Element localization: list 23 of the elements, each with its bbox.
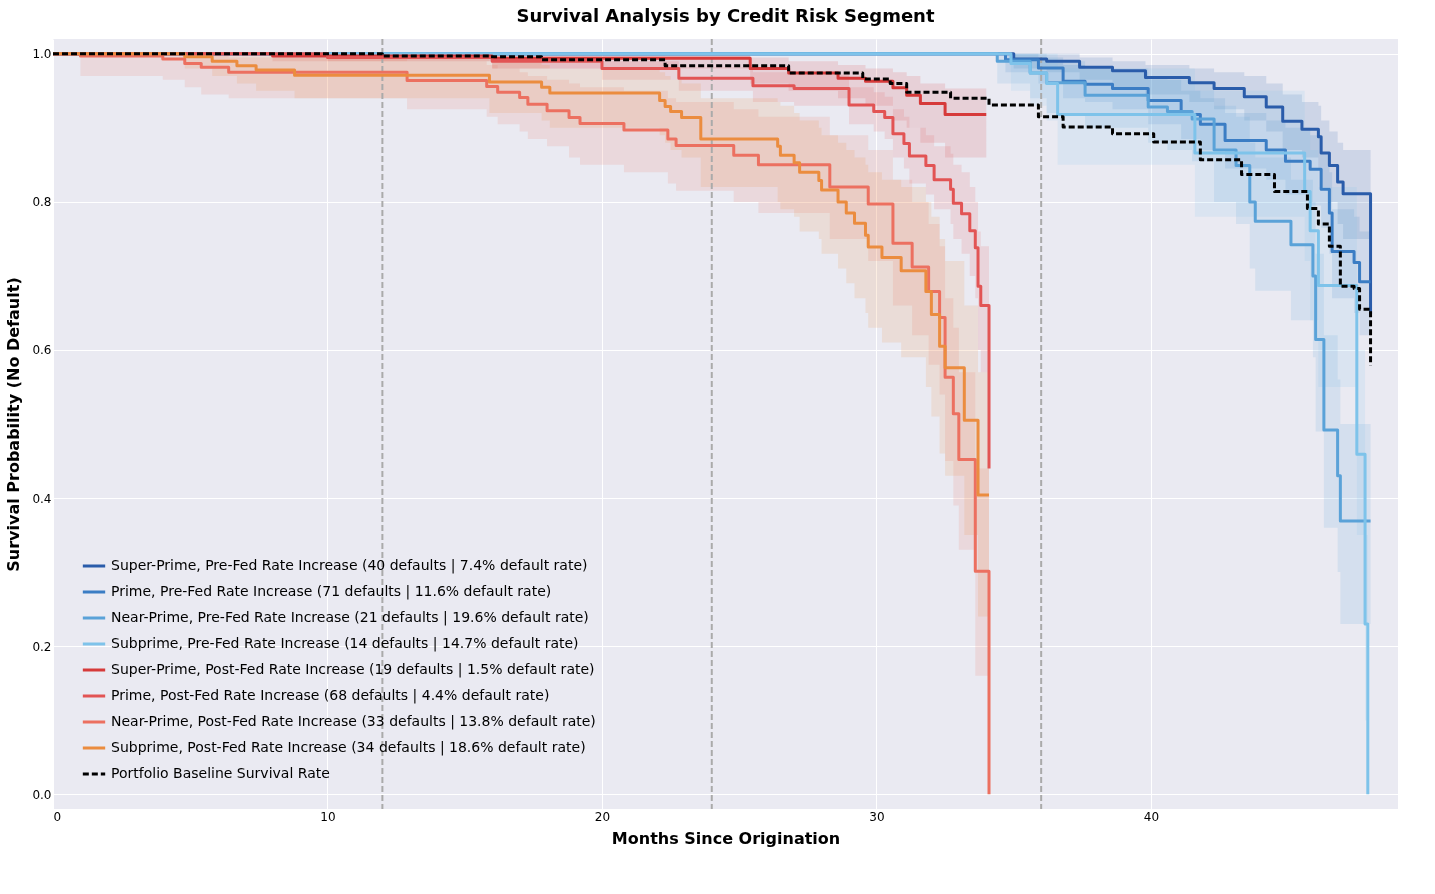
y-tick-label: 0.8 (32, 195, 52, 210)
x-tick-label: 40 (1143, 809, 1160, 824)
chart-title: Survival Analysis by Credit Risk Segment (516, 5, 935, 26)
x-tick-label: 10 (320, 809, 336, 824)
legend-label: Super-Prime, Post-Fed Rate Increase (19 defaults | 1.5% default rate) (111, 661, 595, 678)
legend-label: Subprime, Pre-Fed Rate Increase (14 defaults | 14.7% default rate) (111, 635, 579, 652)
legend-label: Near-Prime, Pre-Fed Rate Increase (21 defaults | 19.6% default rate) (111, 609, 589, 626)
legend-label: Near-Prime, Post-Fed Rate Increase (33 defaults | 13.8% default rate) (111, 713, 596, 730)
legend-label: Prime, Pre-Fed Rate Increase (71 defaults | 11.6% default rate) (111, 583, 552, 600)
legend-label: Portfolio Baseline Survival Rate (111, 765, 330, 781)
y-tick-label: 0.6 (32, 343, 52, 358)
y-tick-label: 0.0 (32, 787, 52, 802)
y-tick-label: 0.2 (32, 639, 52, 654)
legend-label: Super-Prime, Pre-Fed Rate Increase (40 defaults | 7.4% default rate) (111, 557, 588, 574)
y-tick-label: 1.0 (32, 47, 52, 62)
x-tick-label: 0 (53, 809, 62, 824)
y-axis-title: Survival Probability (No Default) (4, 277, 24, 572)
y-tick-label: 0.4 (32, 491, 52, 506)
x-axis-title: Months Since Origination (611, 828, 841, 848)
x-tick-label: 20 (594, 809, 611, 824)
legend-label: Subprime, Post-Fed Rate Increase (34 defaults | 18.6% default rate) (111, 739, 586, 756)
x-tick-label: 30 (869, 809, 885, 824)
legend-label: Prime, Post-Fed Rate Increase (68 defaults | 4.4% default rate) (111, 687, 550, 704)
